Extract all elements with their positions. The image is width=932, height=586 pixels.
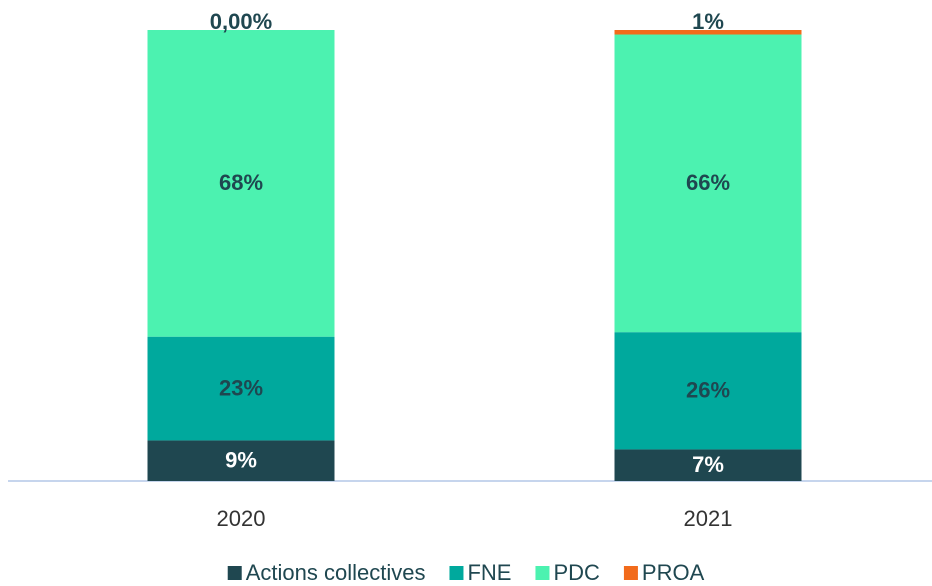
data-label: 0,00% bbox=[210, 9, 272, 34]
x-tick-label: 2021 bbox=[684, 506, 733, 531]
bar-segment bbox=[147, 30, 335, 337]
data-label: 9% bbox=[225, 448, 257, 473]
legend-swatch bbox=[623, 566, 638, 580]
x-tick-label: 2020 bbox=[217, 506, 266, 531]
bar-segment bbox=[614, 449, 802, 481]
data-label: 26% bbox=[686, 378, 730, 403]
legend-label: Actions collectives bbox=[246, 560, 426, 585]
data-label: 23% bbox=[219, 375, 263, 400]
data-label: 66% bbox=[686, 170, 730, 195]
legend-swatch bbox=[535, 566, 550, 580]
legend-swatch bbox=[449, 566, 464, 580]
data-label: 1% bbox=[692, 9, 724, 34]
bar-segment bbox=[614, 30, 802, 35]
legend-label: PDC bbox=[553, 560, 600, 585]
data-label: 7% bbox=[692, 452, 724, 477]
legend-swatch bbox=[227, 566, 242, 580]
bar-segment bbox=[147, 336, 335, 441]
legend-label: PROA bbox=[642, 560, 705, 585]
bar-segment bbox=[147, 440, 335, 481]
bar-segment bbox=[614, 34, 802, 333]
data-label: 68% bbox=[219, 170, 263, 195]
legend-label: FNE bbox=[467, 560, 511, 585]
bar-segment bbox=[614, 332, 802, 450]
